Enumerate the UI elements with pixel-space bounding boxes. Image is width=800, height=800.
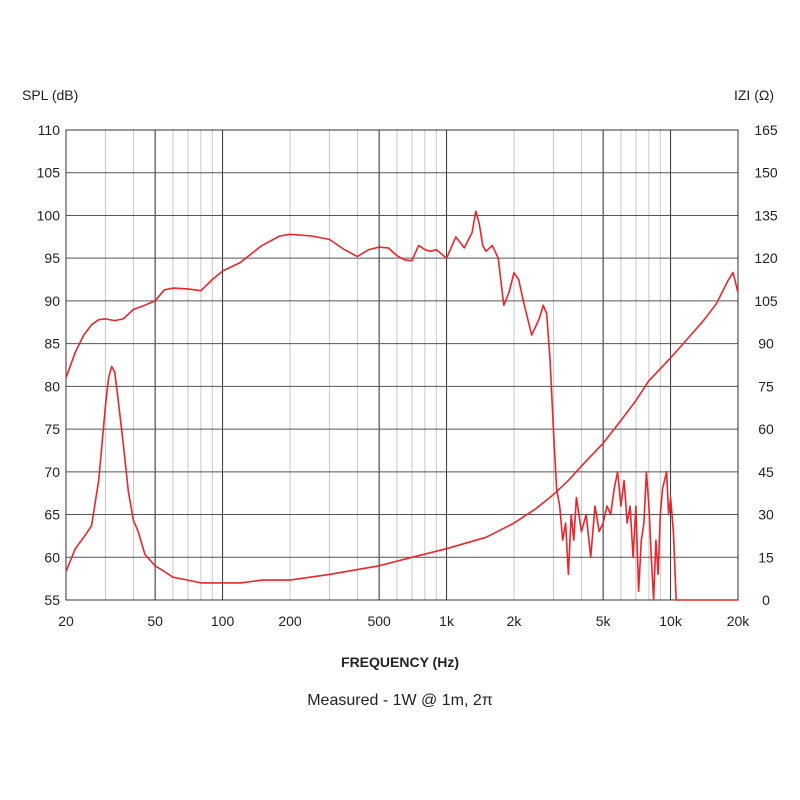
- left-tick-label: 100: [37, 207, 61, 223]
- left-tick-label: 85: [44, 336, 60, 352]
- x-tick-label: 200: [278, 613, 302, 629]
- series-group: [65, 210, 739, 601]
- left-axis-label: SPL (dB): [22, 87, 78, 103]
- right-tick-label: 150: [754, 165, 778, 181]
- x-tick-label: 500: [367, 613, 391, 629]
- x-tick-label: 20k: [727, 613, 751, 629]
- x-tick-label: 100: [211, 613, 235, 629]
- x-tick-label: 5k: [596, 613, 612, 629]
- left-tick-label: 75: [44, 421, 60, 437]
- x-tick-label: 2k: [507, 613, 523, 629]
- right-tick-label: 60: [758, 421, 774, 437]
- left-tick-label: 60: [44, 549, 60, 565]
- right-axis-label: IZI (Ω): [734, 87, 774, 103]
- right-tick-label: 165: [754, 122, 778, 138]
- right-tick-label: 15: [758, 549, 774, 565]
- left-axis-ticks: 55 60 65 70 75 80 85 90 95 100 105 110: [37, 122, 61, 608]
- left-tick-label: 70: [44, 464, 60, 480]
- left-tick-label: 55: [44, 592, 60, 608]
- left-tick-label: 110: [38, 122, 61, 138]
- left-tick-label: 90: [44, 293, 60, 309]
- impedance-line: [65, 271, 739, 584]
- right-tick-label: 45: [758, 464, 774, 480]
- plot-frame: [65, 129, 739, 601]
- right-tick-label: 135: [754, 207, 778, 223]
- left-tick-label: 95: [44, 250, 60, 266]
- minor-gridlines: [104, 130, 661, 600]
- x-tick-label: 20: [58, 613, 74, 629]
- right-tick-label: 105: [754, 293, 778, 309]
- right-axis-ticks: 0 15 30 45 60 75 90 105 120 135 150 165: [754, 122, 778, 608]
- right-tick-label: 30: [758, 507, 774, 523]
- right-tick-label: 0: [762, 592, 770, 608]
- x-axis-ticks: 20 50 100 200 500 1k 2k 5k 10k 20k: [58, 613, 750, 629]
- chart-subtitle: Measured - 1W @ 1m, 2π: [307, 692, 493, 709]
- spl-line: [65, 210, 738, 601]
- right-tick-label: 120: [754, 250, 778, 266]
- left-tick-label: 65: [44, 507, 60, 523]
- left-tick-label: 105: [37, 165, 61, 181]
- right-tick-label: 90: [758, 336, 774, 352]
- left-tick-label: 80: [44, 378, 60, 394]
- major-gridlines: [66, 130, 738, 600]
- right-tick-label: 75: [758, 378, 774, 394]
- x-tick-label: 50: [147, 613, 163, 629]
- x-axis-label: FREQUENCY (Hz): [341, 654, 459, 670]
- x-tick-label: 1k: [439, 613, 455, 629]
- x-tick-label: 10k: [659, 613, 683, 629]
